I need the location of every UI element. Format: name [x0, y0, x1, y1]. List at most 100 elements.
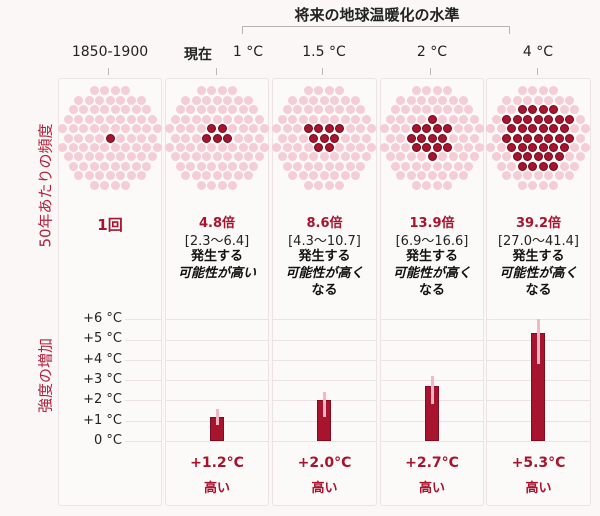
event-dot [453, 161, 463, 171]
event-dot [406, 95, 416, 105]
col-head-2c: 2 °C [416, 44, 448, 60]
event-dot [95, 114, 104, 124]
event-dot [319, 114, 329, 124]
event-dot [100, 124, 110, 134]
event-dot [528, 86, 538, 96]
event-dot [196, 142, 206, 152]
event-dot [502, 95, 511, 105]
event-dot [186, 161, 196, 171]
confidence-1-5c: 高い [311, 481, 338, 496]
event-dot [309, 152, 318, 162]
gridline [272, 340, 377, 341]
event-dot [469, 114, 479, 124]
event-dot [191, 133, 201, 143]
event-dot [142, 142, 152, 152]
event-dot [351, 95, 360, 105]
event-dot [100, 180, 110, 190]
event-dot [396, 114, 405, 124]
event-dot [533, 95, 543, 105]
y-tick-2: +2 °C [83, 392, 122, 407]
event-dot [401, 142, 411, 152]
event-dot [121, 124, 131, 134]
event-dot [137, 171, 146, 181]
event-dot [126, 95, 136, 105]
event-dot [110, 161, 120, 171]
event-dot [549, 180, 559, 190]
event-dot [202, 152, 211, 162]
col-head-4c: 4 °C [522, 44, 554, 60]
event-dot [298, 114, 308, 124]
future-warming-title: 将来の地球温暖化の水準 [294, 6, 460, 24]
event-dot [309, 171, 318, 181]
event-dot [390, 124, 400, 134]
event-dot [100, 86, 110, 96]
event-dot [89, 161, 99, 171]
event-dot [202, 171, 211, 181]
event-dot [217, 105, 227, 115]
event-dot [282, 161, 292, 171]
event-dot-highlighted [554, 152, 564, 162]
event-dot-highlighted [314, 124, 324, 134]
event-dot [196, 161, 206, 171]
event-dot [390, 142, 400, 152]
event-dot [580, 124, 590, 134]
event-dot [212, 114, 222, 124]
event-dot [303, 180, 313, 190]
event-dot-highlighted [544, 114, 553, 124]
event-dot [116, 133, 125, 143]
event-dot [351, 114, 360, 124]
event-dot [131, 142, 141, 152]
event-dot-highlighted [533, 152, 543, 162]
col-head-1850-1900: 1850-1900 [71, 44, 149, 60]
event-dot [131, 161, 141, 171]
event-dot [356, 142, 366, 152]
event-dot-highlighted [512, 152, 522, 162]
event-dot [126, 114, 136, 124]
event-dot-highlighted [443, 124, 453, 134]
event-dot [137, 152, 146, 162]
event-dot [422, 161, 432, 171]
event-dot [223, 171, 232, 181]
event-dot [105, 114, 115, 124]
future-bracket [242, 26, 510, 34]
event-dot [345, 142, 355, 152]
event-dot [293, 142, 303, 152]
event-dot [254, 152, 264, 162]
event-dot [217, 161, 227, 171]
event-dot [570, 124, 580, 134]
event-dot-highlighted [517, 161, 527, 171]
event-dot [288, 171, 297, 181]
event-dot-highlighted [432, 142, 442, 152]
event-dot [68, 142, 78, 152]
event-dot [212, 171, 222, 181]
event-dot [84, 133, 94, 143]
event-dot [74, 152, 83, 162]
event-dot [554, 95, 564, 105]
event-dot [74, 133, 83, 143]
event-dot [137, 95, 146, 105]
event-dot-highlighted [528, 142, 538, 152]
event-dot-highlighted [319, 133, 329, 143]
event-dot [249, 105, 259, 115]
event-dot [502, 171, 511, 181]
tick-mark [108, 68, 109, 75]
event-dot-highlighted [324, 124, 334, 134]
event-dot [298, 133, 308, 143]
event-dot [340, 95, 350, 105]
event-dot-highlighted [422, 142, 432, 152]
event-dot [84, 114, 94, 124]
y-tick-6: +6 °C [83, 311, 122, 326]
event-dot [356, 105, 366, 115]
event-dot-highlighted [517, 105, 527, 115]
event-dot [303, 161, 313, 171]
event-dot [137, 114, 146, 124]
event-dot [298, 152, 308, 162]
event-dot [282, 124, 292, 134]
event-dot [340, 114, 350, 124]
gridline [380, 441, 484, 442]
event-dot [565, 171, 574, 181]
event-dot-highlighted [528, 161, 538, 171]
gridline [272, 441, 377, 442]
event-dot [303, 86, 313, 96]
event-dot [453, 124, 463, 134]
